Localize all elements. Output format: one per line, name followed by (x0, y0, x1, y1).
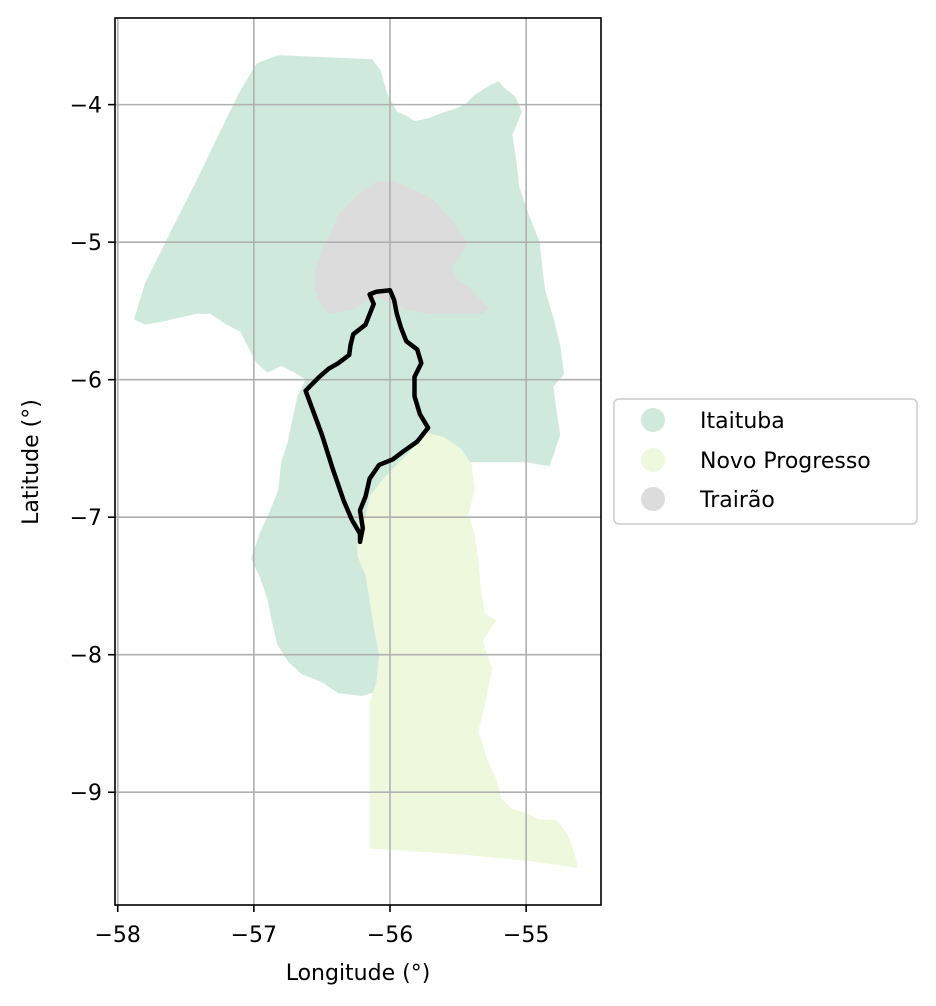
y-axis-ticks: −4 −5 −6 −7 −8 −9 (70, 94, 115, 806)
y-tick-label-6: −6 (70, 369, 102, 394)
legend-marker-novo-progresso (641, 448, 665, 472)
x-axis-label: Longitude (°) (286, 961, 431, 986)
plot-frame (114, 17, 602, 906)
x-tick-label-55: −55 (503, 923, 549, 948)
legend-label-novo-progresso: Novo Progresso (700, 449, 871, 474)
boundary-layer (303, 288, 431, 545)
x-tick-label-58: −58 (95, 923, 141, 948)
x-axis-ticks: −58 −57 −56 −55 (95, 905, 549, 948)
legend-frame (613, 398, 918, 525)
y-tick-label-4: −4 (70, 94, 102, 119)
x-tick-label-56: −56 (367, 923, 413, 948)
grid-layer (115, 18, 601, 905)
region-trairao (315, 180, 488, 314)
y-tick-label-5: −5 (70, 231, 102, 256)
study-area-boundary (303, 288, 431, 545)
region-novo-progresso (357, 431, 578, 868)
y-tick-label-9: −9 (70, 781, 102, 806)
legend-label-trairao: Trairão (699, 488, 775, 513)
y-axis-label: Latitude (°) (19, 399, 44, 525)
legend: Itaituba Novo Progresso Trairão (613, 398, 918, 525)
legend-marker-itaituba (641, 408, 665, 432)
legend-label-itaituba: Itaituba (700, 409, 785, 434)
y-tick-label-7: −7 (70, 506, 102, 531)
y-tick-label-8: −8 (70, 644, 102, 669)
x-tick-label-57: −57 (231, 923, 277, 948)
legend-marker-trairao (641, 487, 665, 511)
